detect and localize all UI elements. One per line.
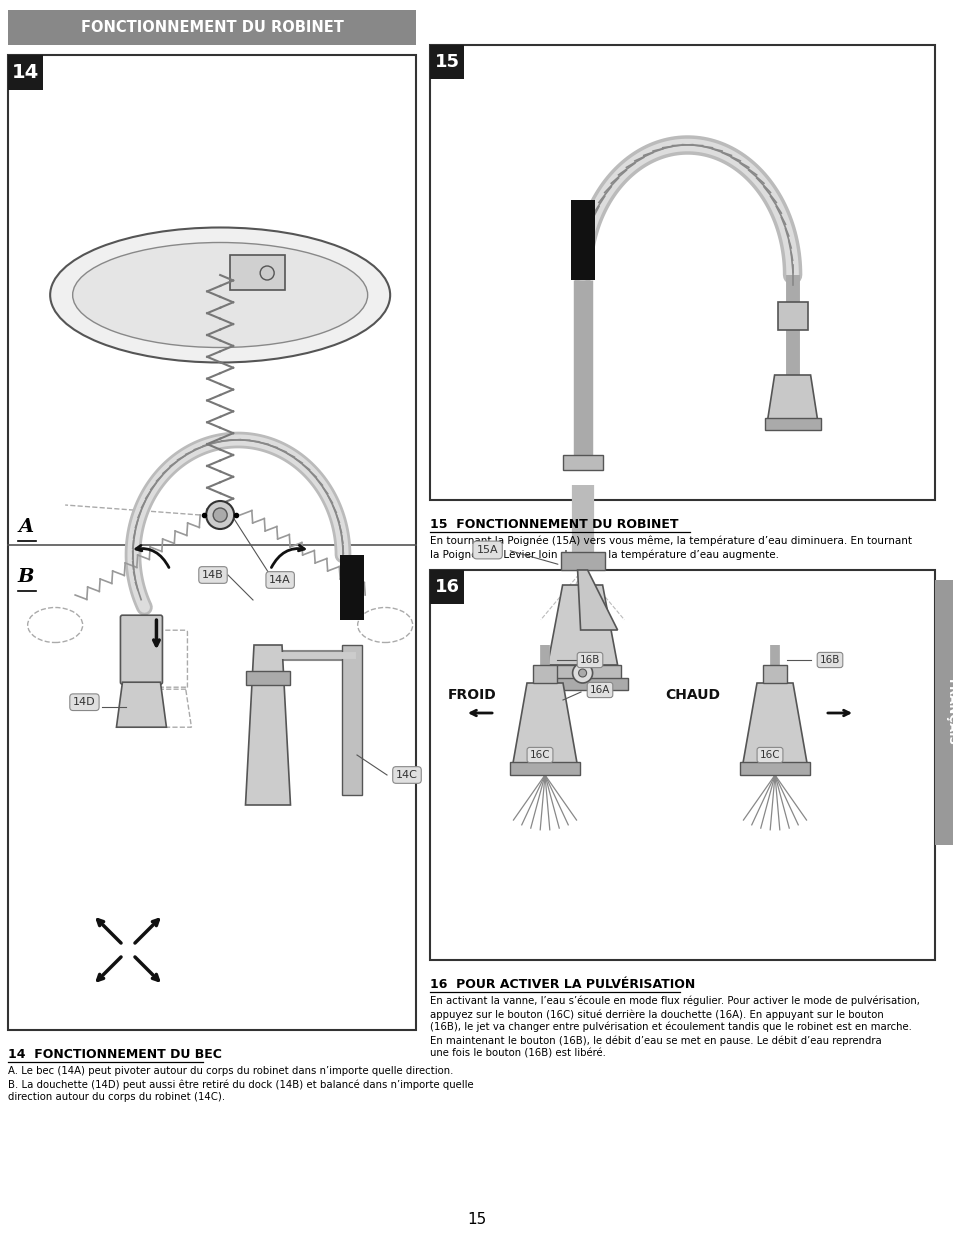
Text: 14D: 14D	[73, 698, 95, 708]
Bar	[562, 454, 602, 471]
Polygon shape	[742, 683, 806, 763]
Text: En maintenant le bouton (16B), le débit d’eau se met en pause. Le débit d’eau re: En maintenant le bouton (16B), le débit …	[430, 1035, 881, 1046]
Text: la Poignée de Levier loin de vous, la température d’eau augmente.: la Poignée de Levier loin de vous, la te…	[430, 550, 779, 559]
Bar	[510, 762, 579, 776]
Text: B. La douchette (14D) peut aussi être retiré du dock (14B) et balancé dans n’imp: B. La douchette (14D) peut aussi être re…	[8, 1079, 473, 1089]
Bar	[537, 678, 627, 690]
Text: 14C: 14C	[395, 769, 417, 781]
Text: 14B: 14B	[202, 571, 224, 580]
Circle shape	[206, 501, 233, 529]
Text: 15  FONCTIONNEMENT DU ROBINET: 15 FONCTIONNEMENT DU ROBINET	[430, 517, 678, 531]
Bar	[430, 571, 934, 960]
Text: 16: 16	[434, 578, 459, 597]
Polygon shape	[513, 683, 577, 763]
Text: une fois le bouton (16B) est libéré.: une fois le bouton (16B) est libéré.	[430, 1049, 605, 1058]
Bar	[560, 552, 604, 571]
Text: En activant la vanne, l’eau s’écoule en mode flux régulier. Pour activer le mode: En activant la vanne, l’eau s’écoule en …	[430, 995, 919, 1007]
Ellipse shape	[51, 227, 390, 363]
Text: 16A: 16A	[589, 685, 610, 695]
Text: B: B	[18, 568, 34, 585]
Bar	[430, 44, 934, 500]
Bar	[430, 571, 463, 604]
Text: 16B: 16B	[579, 655, 599, 664]
Polygon shape	[116, 682, 166, 727]
Bar	[934, 580, 953, 845]
Polygon shape	[767, 375, 817, 420]
Text: 16C: 16C	[529, 750, 550, 760]
Text: 16C: 16C	[759, 750, 780, 760]
Circle shape	[578, 669, 586, 677]
Bar	[8, 10, 416, 44]
Text: appuyez sur le bouton (16C) situé derrière la douchette (16A). En appuyant sur l: appuyez sur le bouton (16C) situé derriè…	[430, 1009, 882, 1020]
Text: FROID: FROID	[448, 688, 497, 701]
Text: (16B), le jet va changer entre pulvérisation et écoulement tandis que le robinet: (16B), le jet va changer entre pulvérisa…	[430, 1023, 911, 1032]
Bar	[8, 56, 416, 1030]
Text: CHAUD: CHAUD	[664, 688, 720, 701]
Text: direction autour du corps du robinet (14C).: direction autour du corps du robinet (14…	[8, 1092, 225, 1102]
Text: A. Le bec (14A) peut pivoter autour du corps du robinet dans n’importe quelle di: A. Le bec (14A) peut pivoter autour du c…	[8, 1066, 453, 1076]
Bar	[544, 664, 620, 680]
Bar	[762, 664, 786, 683]
Text: En tournant la Poignée (15A) vers vous même, la température d’eau diminuera. En : En tournant la Poignée (15A) vers vous m…	[430, 536, 911, 547]
Text: 14  FONCTIONNEMENT DU BEC: 14 FONCTIONNEMENT DU BEC	[8, 1049, 222, 1061]
Circle shape	[213, 508, 227, 522]
Bar	[246, 671, 290, 685]
Text: A: A	[18, 517, 33, 536]
Circle shape	[572, 663, 592, 683]
Bar	[533, 664, 557, 683]
Text: 14A: 14A	[269, 576, 291, 585]
Bar	[430, 44, 463, 79]
Bar	[570, 200, 594, 280]
Text: 14: 14	[11, 63, 39, 82]
Ellipse shape	[72, 242, 367, 347]
FancyBboxPatch shape	[120, 615, 162, 684]
Text: 16B: 16B	[819, 655, 840, 664]
Bar	[339, 555, 364, 620]
Polygon shape	[577, 571, 617, 630]
Text: 16  POUR ACTIVER LA PULVÉRISATION: 16 POUR ACTIVER LA PULVÉRISATION	[430, 978, 695, 990]
Bar	[740, 762, 809, 776]
Polygon shape	[245, 645, 291, 805]
Circle shape	[260, 266, 274, 280]
Text: 15: 15	[467, 1213, 486, 1228]
Bar	[777, 303, 807, 330]
Text: 15: 15	[434, 53, 459, 70]
Bar	[341, 645, 361, 795]
Text: FRANÇAIS: FRANÇAIS	[943, 679, 953, 746]
Text: FONCTIONNEMENT DU ROBINET: FONCTIONNEMENT DU ROBINET	[80, 20, 343, 35]
Bar	[8, 56, 43, 90]
Text: 15A: 15A	[476, 545, 497, 555]
Polygon shape	[547, 585, 617, 664]
FancyBboxPatch shape	[230, 254, 285, 290]
Bar	[763, 417, 820, 430]
